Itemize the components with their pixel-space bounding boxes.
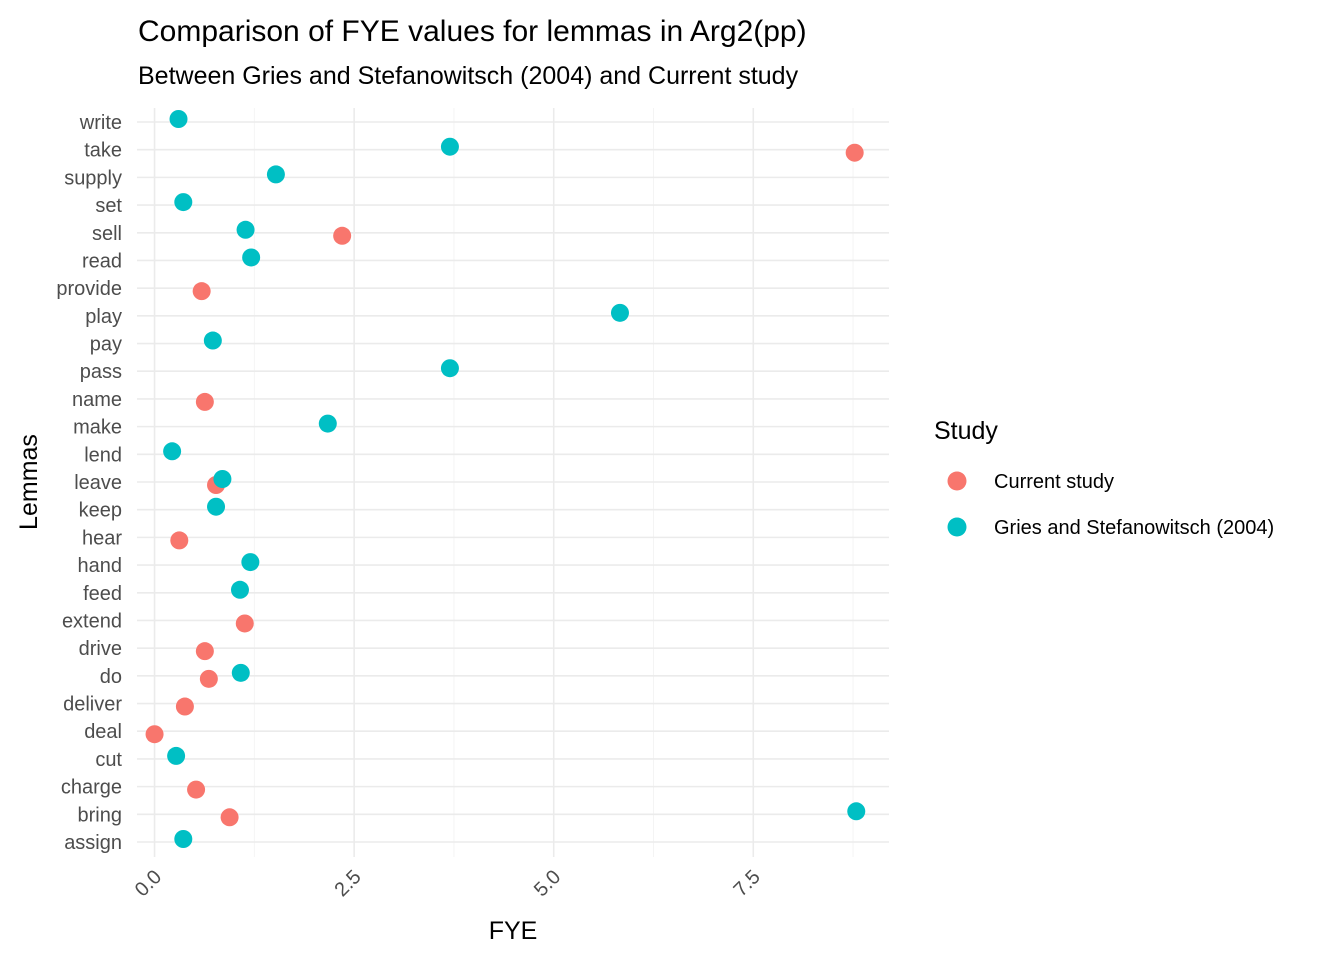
y-tick-label: supply xyxy=(64,167,122,189)
data-point-bring xyxy=(220,808,239,827)
data-point-bring xyxy=(847,802,866,821)
y-tick-label: deal xyxy=(84,721,122,743)
data-point-take xyxy=(440,137,459,156)
y-tick-label: do xyxy=(100,666,122,688)
legend-key xyxy=(947,517,967,537)
y-tick-labels: write take supply set sell read provide play pay… xyxy=(56,112,122,854)
y-axis-title: Lemmas xyxy=(15,434,43,530)
data-point-assign xyxy=(174,830,193,848)
y-tick-label: provide xyxy=(56,278,122,300)
data-point-extend xyxy=(235,614,254,633)
data-points xyxy=(145,110,866,848)
legend-label: Gries and Stefanowitsch (2004) xyxy=(994,517,1274,539)
y-tick-label: read xyxy=(82,250,122,272)
y-tick-label: pay xyxy=(90,334,122,356)
legend-key xyxy=(947,471,967,491)
data-point-drive xyxy=(195,642,214,661)
y-tick-label: lend xyxy=(84,444,122,466)
data-point-play xyxy=(610,303,629,322)
data-point-sell xyxy=(236,220,255,239)
x-tick-label: 5.0 xyxy=(530,866,565,901)
data-point-leave xyxy=(213,470,232,488)
data-point-set xyxy=(174,193,193,212)
data-point-hand xyxy=(241,553,260,572)
data-point-feed xyxy=(230,580,249,599)
data-point-sell xyxy=(333,226,352,245)
data-point-provide xyxy=(192,282,211,301)
grid xyxy=(137,108,889,857)
y-tick-label: name xyxy=(72,389,122,411)
y-tick-label: charge xyxy=(61,777,122,799)
y-tick-label: keep xyxy=(79,500,122,522)
x-tick-labels: 0.0 2.5 5.0 7.5 xyxy=(131,866,765,901)
data-point-lend xyxy=(163,442,182,461)
y-tick-label: pass xyxy=(80,361,122,383)
data-point-supply xyxy=(266,165,285,184)
y-tick-label: write xyxy=(79,112,122,134)
y-tick-label: set xyxy=(95,195,122,217)
y-tick-label: drive xyxy=(79,638,122,660)
data-point-make xyxy=(318,414,337,433)
y-tick-label: bring xyxy=(78,804,122,826)
y-tick-label: hand xyxy=(78,555,123,577)
data-point-write xyxy=(169,110,188,128)
y-tick-label: feed xyxy=(83,583,122,605)
legend: Study Current study Gries and Stefanowits… xyxy=(934,417,1274,539)
y-tick-label: extend xyxy=(62,610,122,632)
chart-subtitle: Between Gries and Stefanowitsch (2004) a… xyxy=(138,62,799,90)
y-tick-label: hear xyxy=(82,527,122,549)
data-point-pass xyxy=(440,359,459,378)
y-tick-label: cut xyxy=(95,749,122,771)
data-point-charge xyxy=(187,780,206,799)
data-point-do xyxy=(231,663,250,682)
y-tick-label: assign xyxy=(64,832,122,854)
data-point-deliver xyxy=(175,697,194,716)
legend-label: Current study xyxy=(994,471,1114,493)
y-tick-label: leave xyxy=(74,472,122,494)
y-tick-label: make xyxy=(73,417,122,439)
x-tick-label: 0.0 xyxy=(131,866,166,901)
data-point-cut xyxy=(167,746,186,765)
data-point-pay xyxy=(203,331,222,350)
y-tick-label: take xyxy=(84,140,122,162)
chart-title: Comparison of FYE values for lemmas in A… xyxy=(138,15,807,48)
data-point-hear xyxy=(170,531,189,550)
data-point-deal xyxy=(145,725,164,744)
data-point-take xyxy=(845,143,864,162)
x-tick-label: 7.5 xyxy=(730,866,765,901)
x-tick-label: 2.5 xyxy=(330,866,365,901)
y-tick-label: deliver xyxy=(63,694,122,716)
legend-title: Study xyxy=(934,417,998,445)
data-point-name xyxy=(195,392,214,411)
x-axis-title: FYE xyxy=(489,917,538,945)
data-point-keep xyxy=(207,497,226,516)
data-point-read xyxy=(242,248,261,267)
y-tick-label: sell xyxy=(92,223,122,245)
y-tick-label: play xyxy=(85,306,122,328)
data-point-do xyxy=(199,669,218,688)
